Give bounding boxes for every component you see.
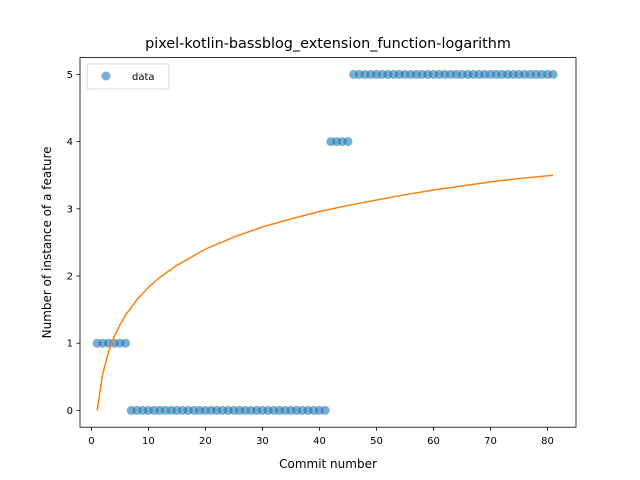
legend-label-data: data bbox=[132, 72, 155, 83]
y-tick-label: 5 bbox=[67, 70, 73, 81]
y-tick-label: 3 bbox=[67, 204, 73, 215]
x-tick-label: 30 bbox=[256, 436, 269, 447]
legend: data bbox=[86, 63, 170, 90]
x-tick-label: 20 bbox=[199, 436, 212, 447]
x-tick-label: 70 bbox=[484, 436, 497, 447]
axes-frame bbox=[79, 57, 577, 428]
legend-box bbox=[86, 63, 170, 90]
fit-line bbox=[96, 174, 554, 411]
x-tick-label: 0 bbox=[88, 436, 94, 447]
x-axis-label: Commit number bbox=[279, 457, 377, 471]
y-tick-label: 1 bbox=[67, 339, 73, 350]
x-tick-label: 10 bbox=[142, 436, 155, 447]
y-axis-label: Number of instance of a feature bbox=[40, 146, 54, 338]
y-tick-label: 2 bbox=[67, 272, 73, 283]
data-point bbox=[121, 338, 131, 348]
data-point bbox=[343, 137, 353, 147]
data-point bbox=[548, 69, 558, 79]
data-point bbox=[320, 405, 330, 415]
y-tick-label: 0 bbox=[67, 406, 73, 417]
chart-title: pixel-kotlin-bassblog_extension_function… bbox=[145, 36, 511, 52]
plot-area bbox=[92, 69, 558, 415]
x-tick-label: 80 bbox=[541, 436, 554, 447]
x-tick-label: 40 bbox=[313, 436, 326, 447]
x-tick-label: 50 bbox=[370, 436, 383, 447]
axis-ticks: 0 10 20 30 40 50 60 70 80 0 1 2 3 4 5 bbox=[67, 70, 554, 447]
y-tick-label: 4 bbox=[67, 137, 73, 148]
legend-marker-data bbox=[101, 71, 111, 81]
x-tick-label: 60 bbox=[427, 436, 440, 447]
